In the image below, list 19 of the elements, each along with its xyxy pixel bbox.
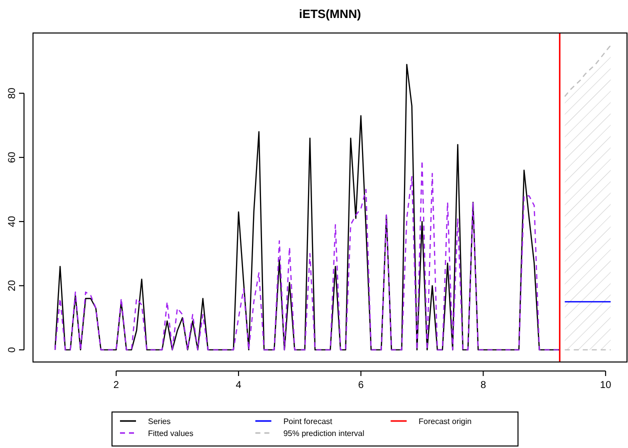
legend-label: Forecast origin xyxy=(418,417,472,426)
x-tick-label: 8 xyxy=(480,380,486,391)
y-tick-label: 80 xyxy=(7,87,18,99)
legend-label: Point forecast xyxy=(283,417,334,426)
line-series xyxy=(54,160,560,350)
y-tick-label: 60 xyxy=(7,151,18,163)
x-tick-label: 2 xyxy=(113,380,120,391)
line-series xyxy=(564,44,612,98)
x-tick-label: 6 xyxy=(358,380,364,391)
legend-label: Series xyxy=(148,417,171,426)
y-tick-label: 0 xyxy=(7,346,18,353)
y-tick-label: 40 xyxy=(7,216,18,228)
x-tick-label: 4 xyxy=(236,380,242,391)
line-series xyxy=(54,64,560,350)
chart-title: iETS(MNN) xyxy=(299,7,361,21)
x-tick-label: 10 xyxy=(600,380,612,391)
legend-label: 95% prediction interval xyxy=(283,429,364,438)
y-tick-label: 20 xyxy=(7,280,18,292)
legend-label: Fitted values xyxy=(148,429,194,438)
